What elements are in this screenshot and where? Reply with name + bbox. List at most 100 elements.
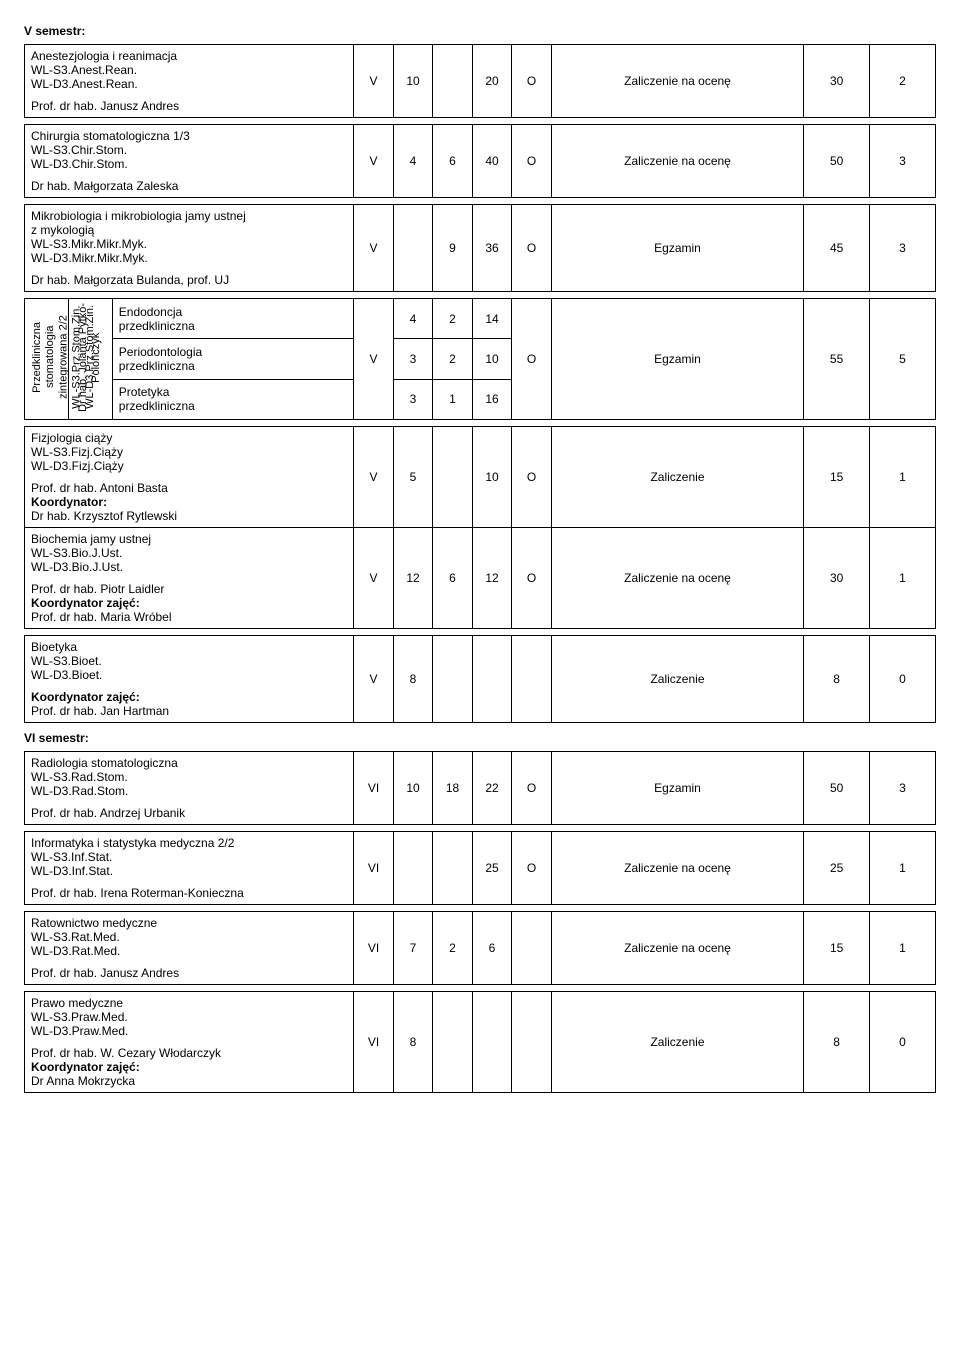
course-code: WL-D3.Rat.Med.	[31, 944, 120, 958]
cell-assess: Zaliczenie na ocenę	[551, 911, 803, 984]
vert-line: zintegrowana 2/2	[57, 316, 69, 400]
cell-ects: 1	[870, 911, 936, 984]
cell-n: 3	[393, 339, 433, 379]
cell-n: 10	[393, 45, 433, 118]
cell-ects: 3	[870, 751, 936, 824]
cell-n: 9	[433, 205, 473, 292]
cell-ects: 15	[804, 426, 870, 527]
cell-ects: 8	[804, 635, 870, 722]
semester-v-title: V semestr:	[24, 24, 936, 38]
cell-n: 22	[472, 751, 512, 824]
cell-ects: 0	[870, 635, 936, 722]
cell-n: 8	[393, 991, 433, 1092]
cell-ects: 25	[804, 831, 870, 904]
cell-ects: 0	[870, 991, 936, 1092]
cell-assess: Zaliczenie na ocenę	[551, 125, 803, 198]
cell-n: 10	[472, 339, 512, 379]
cell-sem: VI	[354, 991, 394, 1092]
course-prof: Prof. dr hab. Andrzej Urbanik	[25, 802, 354, 825]
subcourse-title: przedkliniczna	[119, 359, 195, 373]
cell-ects: 8	[804, 991, 870, 1092]
course-fizj-bioch: Fizjologia ciąży WL-S3.Fizj.Ciąży WL-D3.…	[24, 426, 936, 629]
course-desc: Mikrobiologia i mikrobiologia jamy ustne…	[25, 205, 354, 270]
course-code: WL-D3.Rad.Stom.	[31, 784, 128, 798]
cell-sem: V	[354, 635, 394, 722]
course-prof-block: Prof. dr hab. W. Cezary Włodarczyk Koord…	[25, 1042, 354, 1093]
cell-n: 1	[433, 379, 473, 419]
course-title: Ratownictwo medyczne	[31, 916, 157, 930]
course-desc: Ratownictwo medyczne WL-S3.Rat.Med. WL-D…	[25, 911, 354, 962]
cell-o: O	[512, 205, 552, 292]
koord-label: Koordynator zajęć:	[31, 1060, 140, 1074]
subcourse-title: przedkliniczna	[119, 399, 195, 413]
cell-sem: VI	[354, 751, 394, 824]
cell-ects: 1	[870, 426, 936, 527]
course-title: Radiologia stomatologiczna	[31, 756, 178, 770]
course-code: WL-S3.Mikr.Mikr.Myk.	[31, 237, 147, 251]
cell-n: 8	[393, 635, 433, 722]
koord-label: Koordynator zajęć:	[31, 596, 140, 610]
cell-n: 12	[472, 527, 512, 628]
vert-line: stomatologia	[44, 326, 56, 388]
cell-n	[393, 205, 433, 292]
cell-n	[433, 426, 473, 527]
cell-n: 4	[393, 125, 433, 198]
cell-o: O	[512, 527, 552, 628]
koord-label: Koordynator:	[31, 495, 107, 509]
cell-ects: 45	[804, 205, 870, 292]
subcourse-desc: Endodoncja przedkliniczna	[112, 299, 353, 339]
course-code: WL-S3.Praw.Med.	[31, 1010, 128, 1024]
koord-label: Koordynator zajęć:	[31, 690, 140, 704]
cell-n: 10	[393, 751, 433, 824]
course-praw: Prawo medyczne WL-S3.Praw.Med. WL-D3.Pra…	[24, 991, 936, 1093]
cell-o: O	[512, 426, 552, 527]
cell-assess: Zaliczenie na ocenę	[551, 45, 803, 118]
course-desc: Informatyka i statystyka medyczna 2/2 WL…	[25, 831, 354, 882]
cell-o	[512, 635, 552, 722]
course-code: WL-S3.Chir.Stom.	[31, 143, 127, 157]
cell-sem: V	[354, 205, 394, 292]
course-inf: Informatyka i statystyka medyczna 2/2 WL…	[24, 831, 936, 905]
course-code: WL-S3.Fizj.Ciąży	[31, 445, 123, 459]
cell-ects: 55	[804, 299, 870, 420]
course-title: z mykologią	[31, 223, 94, 237]
course-title: Prawo medyczne	[31, 996, 123, 1010]
course-code: WL-S3.Bio.J.Ust.	[31, 546, 122, 560]
course-title: Biochemia jamy ustnej	[31, 532, 151, 546]
course-code: WL-S3.Bioet.	[31, 654, 102, 668]
cell-o: O	[512, 125, 552, 198]
cell-sem: V	[354, 527, 394, 628]
course-desc: Prawo medyczne WL-S3.Praw.Med. WL-D3.Pra…	[25, 991, 354, 1042]
vert-line: Przedkliniczna	[31, 322, 43, 393]
cell-n	[433, 831, 473, 904]
cell-assess: Egzamin	[551, 205, 803, 292]
cell-n: 2	[433, 911, 473, 984]
semester-vi-title: VI semestr:	[24, 731, 936, 745]
course-desc: Biochemia jamy ustnej WL-S3.Bio.J.Ust. W…	[25, 527, 354, 578]
cell-ects: 50	[804, 125, 870, 198]
course-rad: Radiologia stomatologiczna WL-S3.Rad.Sto…	[24, 751, 936, 825]
course-prof: Prof. dr hab. Janusz Andres	[25, 962, 354, 985]
cell-n: 2	[433, 299, 473, 339]
course-code: WL-S3.Rat.Med.	[31, 930, 120, 944]
course-prof: Prof. dr hab. Janusz Andres	[25, 95, 354, 118]
cell-ects: 15	[804, 911, 870, 984]
course-desc: Radiologia stomatologiczna WL-S3.Rad.Sto…	[25, 751, 354, 802]
cell-sem: VI	[354, 831, 394, 904]
cell-n: 6	[472, 911, 512, 984]
cell-n: 6	[433, 125, 473, 198]
cell-n: 6	[433, 527, 473, 628]
cell-n: 16	[472, 379, 512, 419]
cell-n: 3	[393, 379, 433, 419]
cell-n: 10	[472, 426, 512, 527]
subcourse-desc: Periodontologia przedkliniczna	[112, 339, 353, 379]
course-prof: Prof. dr hab. Antoni Basta	[31, 481, 168, 495]
course-title: Anestezjologia i reanimacja	[31, 49, 177, 63]
cell-n: 5	[393, 426, 433, 527]
cell-o: O	[512, 831, 552, 904]
course-code: WL-D3.Anest.Rean.	[31, 77, 138, 91]
cell-n: 12	[393, 527, 433, 628]
course-code: WL-S3.Rad.Stom.	[31, 770, 128, 784]
cell-ects: 2	[870, 45, 936, 118]
cell-sem: V	[354, 426, 394, 527]
